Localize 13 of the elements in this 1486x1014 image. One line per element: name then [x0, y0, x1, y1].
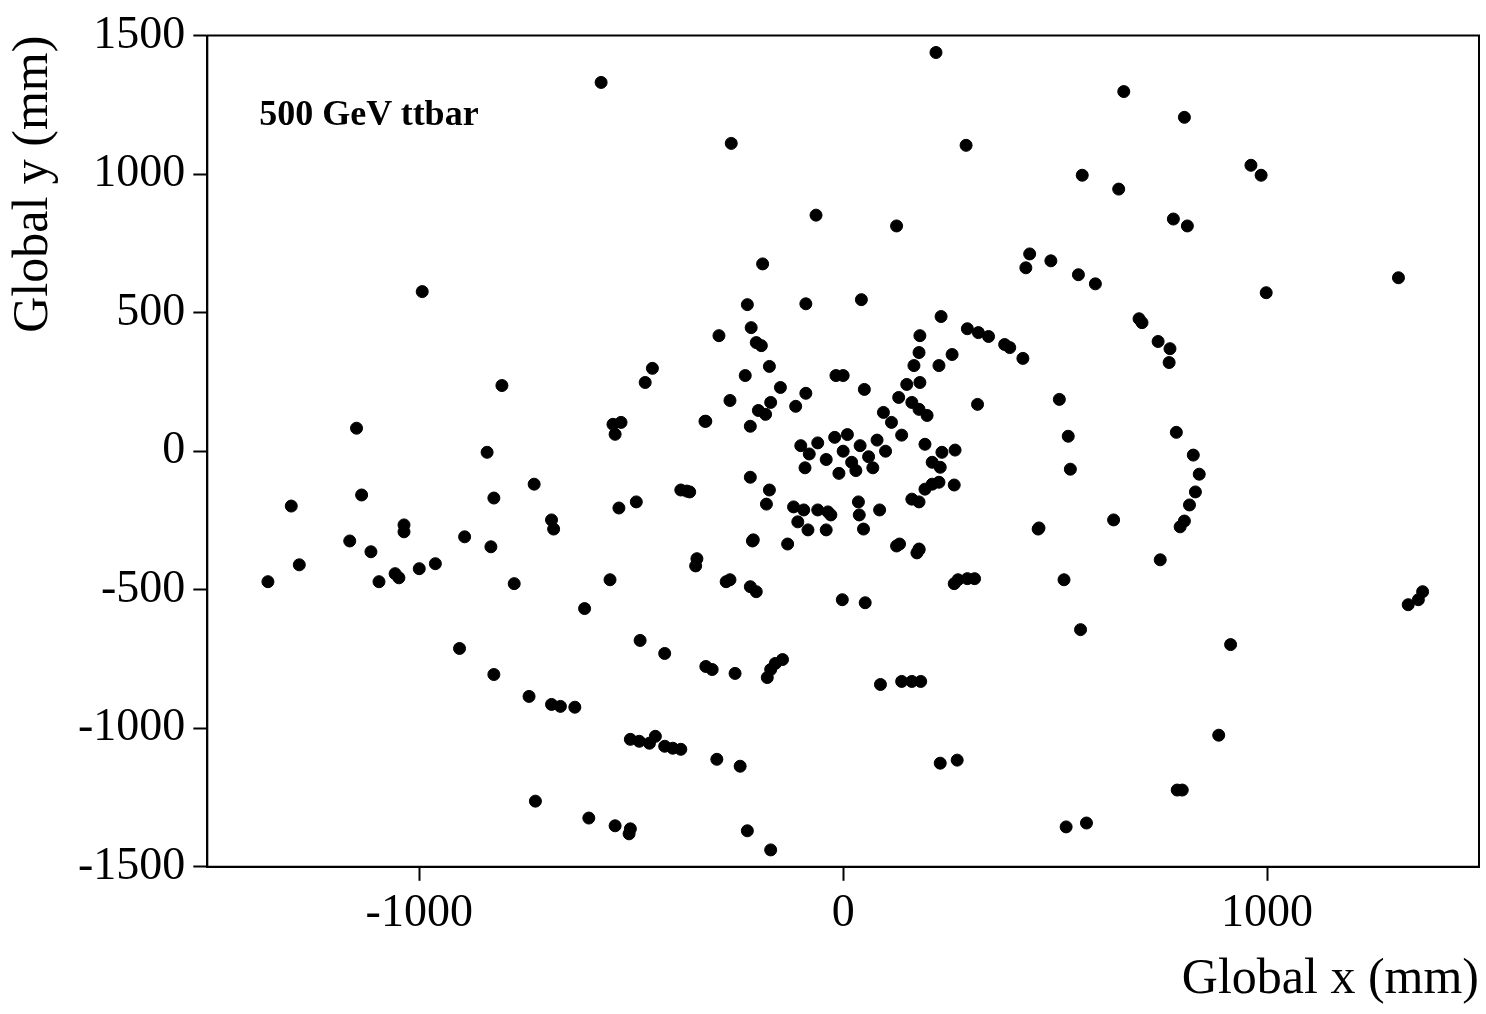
- y-tick-label: 1000: [93, 145, 186, 197]
- y-tick-label: 500: [116, 283, 186, 335]
- y-tick-label: 1500: [93, 6, 186, 58]
- y-axis-title: Global y (mm): [2, 35, 59, 333]
- y-tick-label: -1000: [77, 699, 186, 751]
- x-tick-label: 0: [831, 885, 855, 937]
- x-tick-label: 1000: [1221, 885, 1314, 937]
- y-tick-label: 0: [162, 422, 186, 474]
- annotation: 500 GeV ttbar: [259, 92, 479, 133]
- x-axis-title: Global x (mm): [1181, 948, 1479, 1005]
- y-tick-label: -1500: [77, 837, 186, 889]
- y-tick-label: -500: [100, 560, 186, 612]
- x-tick-label: -1000: [365, 885, 473, 937]
